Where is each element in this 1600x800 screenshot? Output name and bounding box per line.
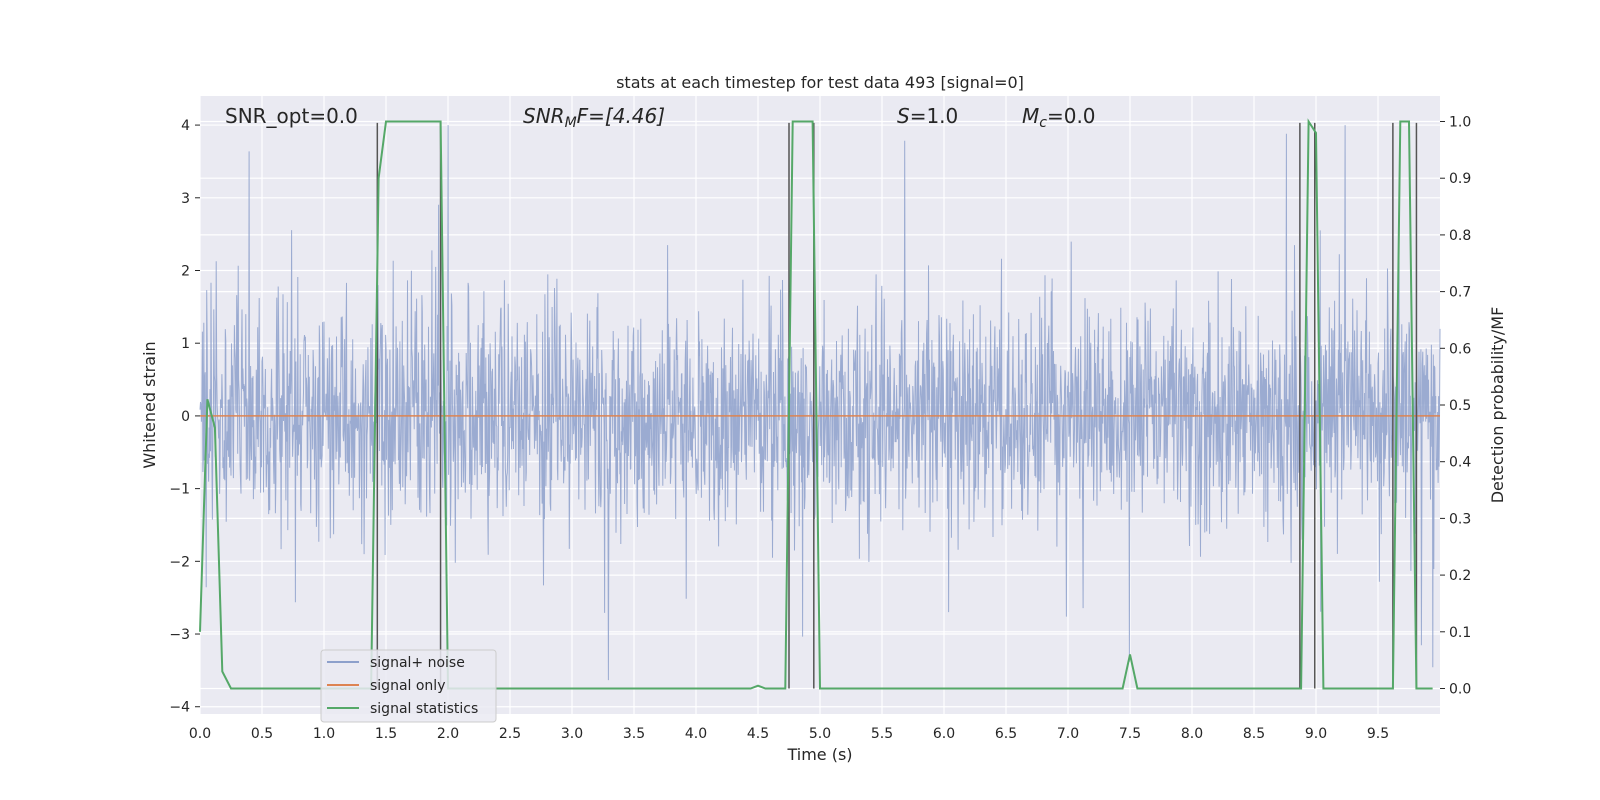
y2-tick-label: 0.2 (1449, 568, 1471, 584)
y2-tick-label: 0.4 (1449, 455, 1471, 471)
y2-tick-label: 0.5 (1449, 398, 1471, 414)
x-tick-label: 8.0 (1181, 726, 1203, 742)
y2-tick-label: 0.6 (1449, 341, 1471, 357)
y2-tick-label: 0.0 (1449, 681, 1471, 697)
legend-label-noise: signal+ noise (370, 655, 465, 671)
x-tick-label: 3.0 (561, 726, 583, 742)
x-tick-label: 1.0 (313, 726, 335, 742)
x-tick-label: 3.5 (623, 726, 645, 742)
x-tick-label: 2.0 (437, 726, 459, 742)
annotation-mc: Mc=0.0 (1022, 104, 1096, 131)
legend: signal+ noise signal only signal statist… (320, 649, 497, 723)
y2-tick-label: 0.7 (1449, 285, 1471, 301)
annotation-s: S=1.0 (897, 104, 958, 128)
legend-box (320, 649, 497, 723)
x-tick-label: 7.5 (1119, 726, 1141, 742)
x-tick-label: 2.5 (499, 726, 521, 742)
y-tick-label: 2 (181, 263, 190, 279)
x-axis-label: Time (s) (786, 745, 852, 764)
legend-label-signal: signal only (370, 678, 445, 694)
legend-label-statistics: signal statistics (370, 701, 478, 717)
y-tick-label: 0 (181, 409, 190, 425)
y-tick-label: −2 (169, 554, 190, 570)
y-axis-label: Whitened strain (140, 341, 159, 468)
noise-series (199, 125, 1441, 681)
x-tick-label: 1.5 (375, 726, 397, 742)
x-tick-label: 0.5 (251, 726, 273, 742)
y2-tick-label: 0.9 (1449, 171, 1471, 187)
x-tick-label: 0.0 (189, 726, 211, 742)
x-axis-ticks: 0.0 0.5 1.0 1.5 2.0 2.5 3.0 3.5 4.0 4.5 5.0 5.5 6.0 6… (189, 726, 1389, 742)
y2-tick-label: 0.3 (1449, 511, 1471, 527)
x-tick-label: 9.0 (1305, 726, 1327, 742)
y-tick-label: −3 (169, 627, 190, 643)
y-tick-label: 1 (181, 336, 190, 352)
y2-tick-label: 1.0 (1449, 115, 1471, 131)
x-tick-label: 5.5 (871, 726, 893, 742)
y2-tick-label: 0.1 (1449, 625, 1471, 641)
x-tick-label: 4.0 (685, 726, 707, 742)
y-tick-label: −4 (169, 700, 190, 716)
y-tick-label: −1 (169, 482, 190, 498)
x-tick-label: 7.0 (1057, 726, 1079, 742)
y2-axis-ticks: 1.0 0.9 0.8 0.7 0.6 0.5 0.4 0.3 0.2 0.1 0.0 (1440, 115, 1471, 697)
y2-axis-label: Detection probability/MF (1488, 307, 1507, 504)
x-tick-label: 6.0 (933, 726, 955, 742)
annotation-snr-mf: SNRMF=[4.46] (523, 104, 665, 131)
y-axis-ticks: 4 3 2 1 0 −1 −2 −3 −4 (169, 118, 200, 716)
y-tick-label: 4 (181, 118, 190, 134)
x-tick-label: 8.5 (1243, 726, 1265, 742)
annotation-snr-opt: SNR_opt=0.0 (225, 104, 358, 128)
x-tick-label: 5.0 (809, 726, 831, 742)
x-tick-label: 9.5 (1367, 726, 1389, 742)
noise-line (199, 125, 1441, 681)
y2-tick-label: 0.8 (1449, 228, 1471, 244)
x-tick-label: 6.5 (995, 726, 1017, 742)
x-tick-label: 4.5 (747, 726, 769, 742)
y-tick-label: 3 (181, 191, 190, 207)
chart-title: stats at each timestep for test data 493… (616, 73, 1024, 92)
